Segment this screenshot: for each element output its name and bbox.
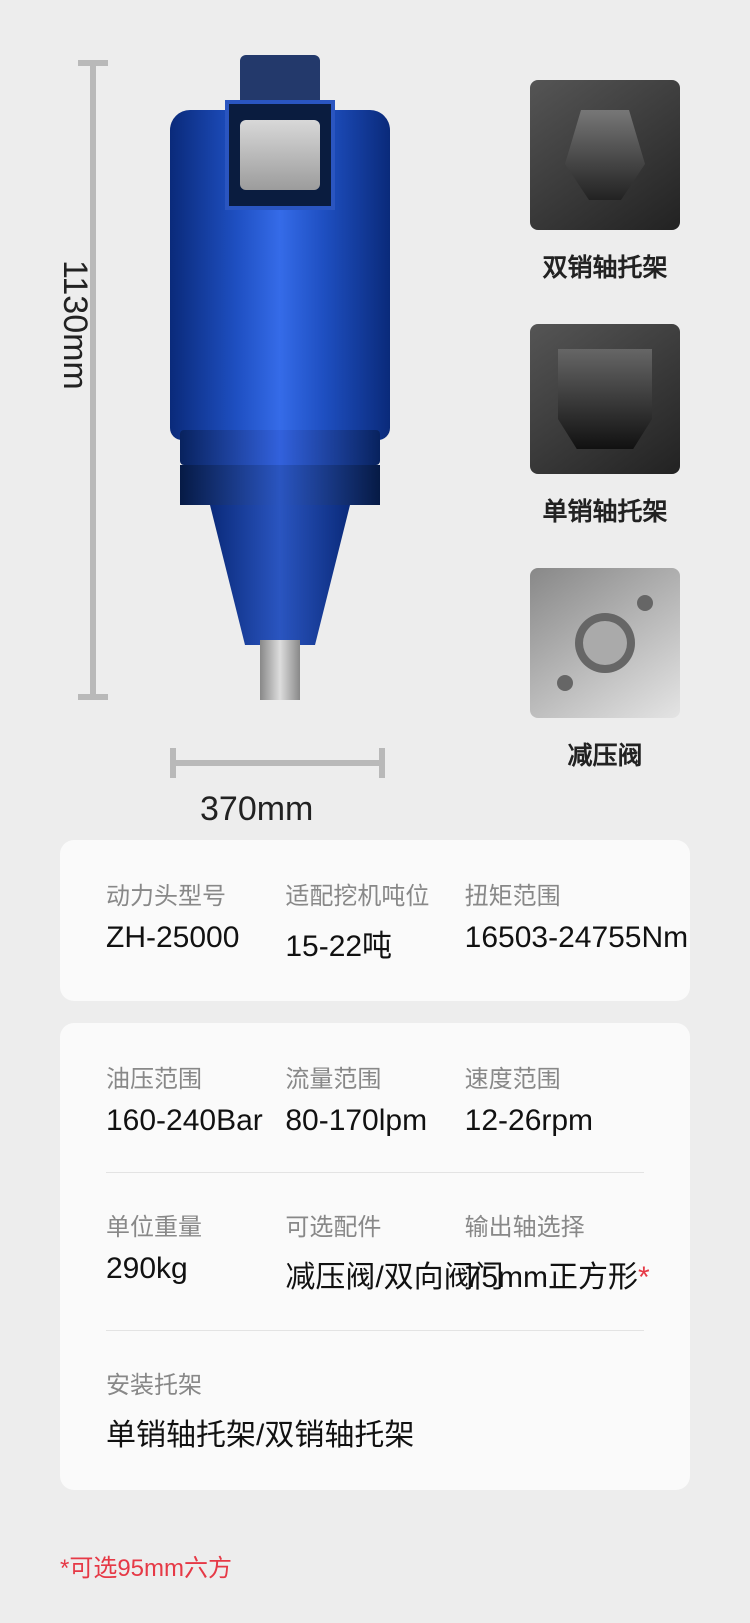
spec-label: 可选配件 xyxy=(285,1207,464,1242)
spec-value: 12-26rpm xyxy=(465,1104,644,1138)
relief-valve-icon xyxy=(530,568,680,718)
spec-label: 输出轴选择 xyxy=(465,1207,644,1242)
height-dim-tick xyxy=(78,60,108,66)
spec-cell: 可选配件 减压阀/双向阀门 xyxy=(285,1207,464,1296)
spec-value: 290kg xyxy=(106,1252,285,1286)
single-pin-bracket-icon xyxy=(530,324,680,474)
spec-value: 单销轴托架/双销轴托架 xyxy=(106,1410,644,1454)
spec-label: 动力头型号 xyxy=(106,876,285,911)
height-dim-tick xyxy=(78,694,108,700)
spec-cell: 流量范围 80-170lpm xyxy=(285,1059,464,1138)
thumb-relief-valve: 减压阀 xyxy=(510,568,700,772)
spec-label: 单位重量 xyxy=(106,1207,285,1242)
spec-value: 75mm正方形* xyxy=(465,1252,644,1296)
thumb-label: 单销轴托架 xyxy=(510,492,700,528)
spec-value: 16503-24755Nm xyxy=(465,921,644,955)
spec-label: 流量范围 xyxy=(285,1059,464,1094)
product-illustration xyxy=(170,55,390,705)
spec-label: 扭矩范围 xyxy=(465,876,644,911)
spec-value: 160-240Bar xyxy=(106,1104,285,1138)
double-pin-bracket-icon xyxy=(530,80,680,230)
spec-cell: 单位重量 290kg xyxy=(106,1207,285,1296)
asterisk: * xyxy=(638,1261,650,1294)
width-dim-line xyxy=(170,760,385,766)
spec-card-top: 动力头型号 ZH-25000 适配挖机吨位 15-22吨 扭矩范围 16503-… xyxy=(60,840,690,1001)
spec-label: 速度范围 xyxy=(465,1059,644,1094)
thumb-double-pin: 双销轴托架 xyxy=(510,80,700,284)
divider xyxy=(106,1330,644,1331)
spec-value-text: 75mm正方形 xyxy=(465,1261,638,1294)
hero-diagram: 1130mm 370mm 双销轴托架 单销轴托架 xyxy=(0,0,750,840)
footnote: *可选95mm六方 xyxy=(0,1542,750,1623)
width-label: 370mm xyxy=(200,790,313,829)
thumb-label: 减压阀 xyxy=(510,736,700,772)
spec-value: 80-170lpm xyxy=(285,1104,464,1138)
width-dim-tick xyxy=(170,748,176,778)
spec-value: 减压阀/双向阀门 xyxy=(285,1252,464,1296)
spec-label: 适配挖机吨位 xyxy=(285,876,464,911)
spec-cell: 扭矩范围 16503-24755Nm xyxy=(465,876,644,965)
spec-value: ZH-25000 xyxy=(106,921,285,955)
spec-cell: 安装托架 单销轴托架/双销轴托架 xyxy=(106,1365,644,1454)
width-dim-tick xyxy=(379,748,385,778)
spec-cell: 油压范围 160-240Bar xyxy=(106,1059,285,1138)
spec-value: 15-22吨 xyxy=(285,921,464,965)
spec-cell: 输出轴选择 75mm正方形* xyxy=(465,1207,644,1296)
spec-cell: 适配挖机吨位 15-22吨 xyxy=(285,876,464,965)
spec-label: 油压范围 xyxy=(106,1059,285,1094)
thumb-label: 双销轴托架 xyxy=(510,248,700,284)
thumb-single-pin: 单销轴托架 xyxy=(510,324,700,528)
spec-label: 安装托架 xyxy=(106,1365,644,1400)
spec-cell: 速度范围 12-26rpm xyxy=(465,1059,644,1138)
height-label: 1130mm xyxy=(55,260,94,390)
spec-cell: 动力头型号 ZH-25000 xyxy=(106,876,285,965)
spec-card-main: 油压范围 160-240Bar 流量范围 80-170lpm 速度范围 12-2… xyxy=(60,1023,690,1490)
divider xyxy=(106,1172,644,1173)
